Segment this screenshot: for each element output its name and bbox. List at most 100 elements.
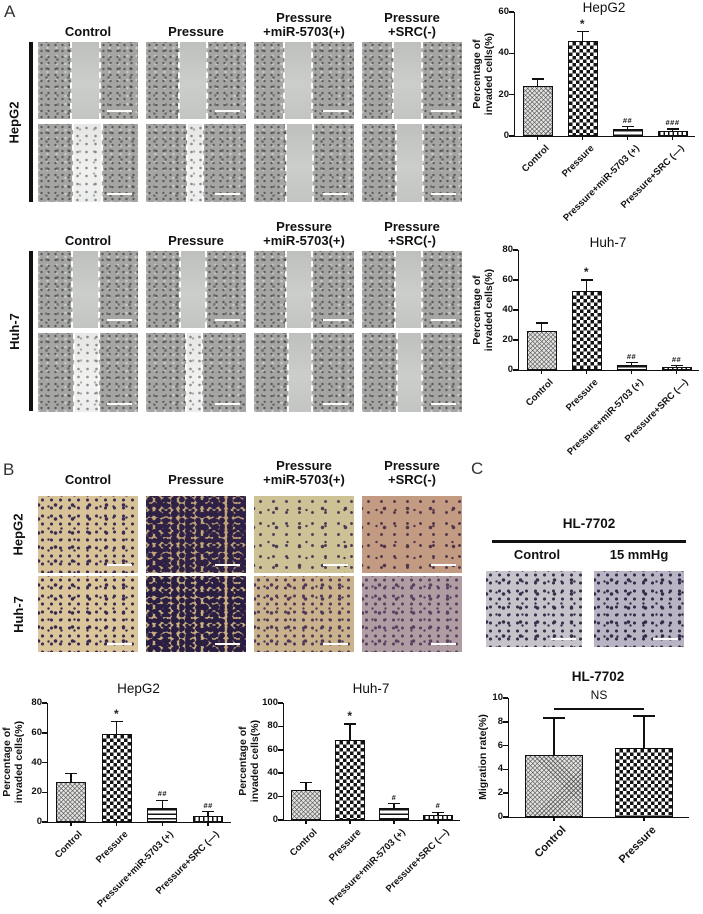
scratch-edge-dashed-line [98,333,100,412]
scratch-edge-dashed-line [311,251,313,328]
significance-annotation: * [114,706,120,721]
bar-pressure [615,747,673,817]
significance-annotation: * [579,16,586,31]
x-tick [581,136,584,140]
cell-field-left [254,124,286,202]
error-bar [161,800,164,808]
panel-b-column-headers: Control Pressure Pressure +miR-5703(+) Pres… [0,452,470,488]
scale-bar [215,318,240,321]
transwell-image-hl7702-control [486,571,582,647]
x-tick-label: Control [519,143,552,175]
x-tick-label: Control [52,829,85,861]
hepg2-wound-row-top [0,42,470,119]
panel-c-group-title: HL-7702 [562,516,616,531]
column-header: Pressure +SRC(-) [384,218,440,249]
error-bar [536,79,539,87]
x-tick-label: Pressure [616,824,659,866]
transwell-image [146,496,246,573]
scale-bar [107,109,132,112]
y-tick-label: 20 [498,88,509,100]
panel-a-hepg2-column-headers: Control Pressure Pressure +miR-5703(+) Pres… [0,4,470,40]
error-bar-cap [633,715,655,717]
significance-annotation: # [391,792,397,802]
cell-field-left [254,251,286,328]
scratch-gap [71,42,100,119]
cell-field-left [146,251,180,328]
y-tick [503,721,508,723]
hepg2-wound-row-bottom [0,124,470,202]
y-tick [509,52,514,55]
significance-annotation: * [347,709,353,724]
transwell-image [254,576,354,652]
panel-c-header-15mmhg: 15 mmHg [609,547,669,562]
scale-bar [323,192,348,195]
wound-healing-image [38,333,138,412]
wound-healing-image [254,333,354,412]
plot-area: 0 20 40 60 80 Control * Pressure ## Pressure+miR-… [31,697,231,910]
scratch-gap [397,333,422,412]
y-tick-label: 80 [267,720,278,732]
y-tick-label: 20 [31,786,42,798]
scale-bar [215,192,240,195]
scale-bar [107,642,132,645]
panel-c-letter: C [471,459,484,478]
scratch-edge-dashed-line [72,124,74,202]
x-tick [675,370,678,374]
scratch-edge-dashed-line [99,42,101,119]
migrating-cells [73,124,102,202]
scratch-edge-dashed-line [98,251,100,328]
wound-healing-image [38,42,138,119]
error-bar-cap [202,810,215,813]
panel-a-huh7-column-headers: Control Pressure Pressure +miR-5703(+) Pres… [0,213,470,249]
x-tick [553,817,555,821]
bar-pressure-src- [661,367,692,370]
cell-field-right [422,251,462,328]
scratch-edge-dashed-line [285,124,287,202]
error-bar [207,811,209,817]
wound-healing-image [254,42,354,119]
cell-field-right [422,333,462,412]
bar-control [291,789,321,820]
x-tick [305,820,307,824]
y-tick [503,768,508,771]
error-bar-cap [670,364,683,367]
x-tick-label: Pressure [563,377,601,414]
error-bar-cap [388,802,400,805]
transwell-image [38,576,138,652]
error-bar [553,718,555,756]
x-tick-label: Pressure [559,143,597,180]
scratch-edge-dashed-line [73,333,75,412]
wound-healing-image [362,333,462,412]
x-tick [671,136,674,140]
scratch-edge-dashed-line [202,124,204,202]
y-tick-label: 0 [503,130,509,141]
cell-field-right [312,42,354,119]
bar-control [522,86,553,136]
y-tick [513,369,518,371]
cell-field-left [362,333,397,412]
wound-healing-image [146,124,246,202]
x-tick [630,370,633,374]
transwell-image [38,496,138,573]
x-tick-label: Control [532,824,569,861]
y-tick-label: 60 [498,6,509,17]
x-tick-label: Control [523,377,556,409]
error-bar-cap [580,279,593,281]
migrating-cells [74,333,99,412]
wound-healing-image [38,251,138,328]
error-bar-cap [621,125,634,128]
panel-c-header-control: Control [513,547,561,562]
column-header: Control [64,233,112,249]
significance-annotation: ## [671,354,682,364]
chart-c-hl7702: HL-7702 Migration rate(%) 0 2 4 6 8 10 Control Pr… [470,662,703,914]
y-tick-label: 0 [36,816,42,827]
scratch-edge-dashed-line [179,251,181,328]
error-bar [70,773,72,782]
cell-field-right [203,124,246,202]
scratch-edge-dashed-line [185,333,187,412]
error-bar [349,724,351,741]
scratch-gap [395,251,422,328]
x-tick [585,370,588,374]
cell-field-left [362,42,393,119]
